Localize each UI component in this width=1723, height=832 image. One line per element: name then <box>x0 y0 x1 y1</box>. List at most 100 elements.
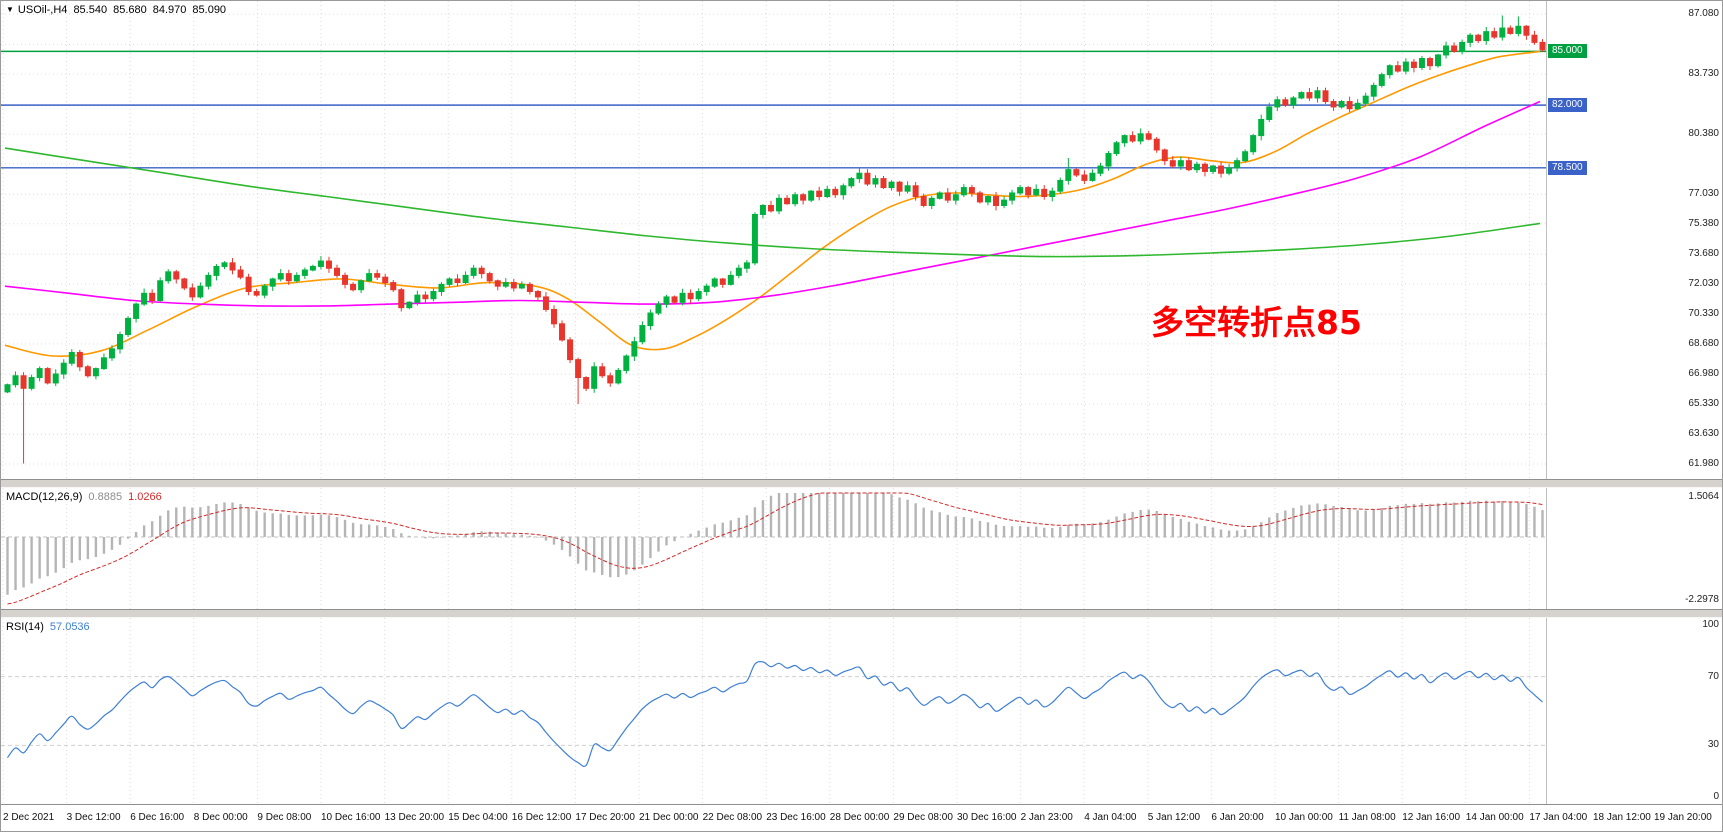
time-axis-label: 9 Dec 08:00 <box>257 812 312 823</box>
candle-body <box>968 187 975 194</box>
candle-body <box>671 296 678 303</box>
candle-body <box>12 375 19 386</box>
candle-body <box>575 359 582 379</box>
price-scale[interactable]: 87.080 83.730 80.380 77.030 75.380 73.680 72.0… <box>1546 1 1722 479</box>
rsi-value: 57.0536 <box>49 621 90 633</box>
candle-body <box>165 271 172 282</box>
candle-body <box>52 373 59 384</box>
candle-body <box>896 181 903 192</box>
candle-body <box>20 375 27 389</box>
candle-body <box>117 334 124 350</box>
candle-body <box>1459 41 1466 52</box>
candle-body <box>1314 90 1321 99</box>
candle-body <box>1226 167 1233 174</box>
candle-body <box>1426 58 1433 67</box>
candle-body <box>591 366 598 389</box>
candle-body <box>1081 174 1088 181</box>
ma-slow-green <box>4 147 1541 258</box>
candle-body <box>502 282 509 287</box>
time-scale[interactable]: 2 Dec 2021 3 Dec 12:00 6 Dec 16:00 8 Dec 00… <box>1 804 1722 831</box>
time-axis-label: 6 Jan 20:00 <box>1211 812 1264 823</box>
candle-body <box>976 192 983 203</box>
candle-body <box>880 178 887 189</box>
candle-body <box>245 276 252 293</box>
candle-body <box>1258 118 1265 137</box>
candle-body <box>1049 190 1056 198</box>
panel-divider[interactable] <box>1 609 1722 618</box>
candle-body <box>1531 34 1538 43</box>
candle-body <box>84 366 91 377</box>
candle-body <box>743 262 750 269</box>
price-tick-label: 70.330 <box>1688 308 1719 320</box>
candle-body <box>703 285 710 293</box>
candle-body <box>133 303 140 319</box>
candle-body <box>1491 31 1498 38</box>
candle-body <box>1057 179 1064 192</box>
time-axis-label: 4 Jan 04:00 <box>1084 812 1137 823</box>
candle-body <box>1097 165 1104 174</box>
price-chart-plot[interactable] <box>1 1 1546 479</box>
ma-mid-magenta <box>4 100 1541 307</box>
time-axis-label: 21 Dec 00:00 <box>639 812 699 823</box>
candle-body <box>478 267 485 275</box>
candle-body <box>1298 92 1305 99</box>
price-scale-border <box>1546 1 1547 479</box>
candle-body <box>293 274 300 282</box>
rsi-scale-label: 0 <box>1713 791 1719 802</box>
price-tick-label: 72.030 <box>1688 277 1719 289</box>
time-axis-label: 2 Jan 23:00 <box>1020 812 1073 823</box>
time-axis-label: 13 Dec 20:00 <box>384 812 445 823</box>
candle-body <box>1193 163 1200 171</box>
candle-body <box>639 325 646 343</box>
macd-plot[interactable] <box>1 488 1546 609</box>
time-axis-label: 8 Dec 00:00 <box>193 812 248 823</box>
price-tick-label: 63.630 <box>1688 428 1719 440</box>
candle-body <box>526 283 533 293</box>
candle-body <box>301 269 308 276</box>
candle-body <box>856 172 863 180</box>
ohlc-open-value: 85.540 <box>73 4 108 16</box>
candle-body <box>735 267 742 276</box>
candle-body <box>776 197 783 212</box>
candle-body <box>1025 187 1032 196</box>
candle-body <box>92 368 99 377</box>
candle-body <box>1073 169 1080 176</box>
candle-body <box>751 213 758 264</box>
candle-body <box>542 296 549 310</box>
candle-body <box>269 278 276 287</box>
candle-body <box>1234 160 1241 169</box>
rsi-panel: RSI(14) 57.0536 100 70 30 0 <box>1 618 1722 804</box>
candle-body <box>430 291 437 300</box>
candle-body <box>237 269 244 278</box>
candle-body <box>28 377 35 389</box>
candle-body <box>607 375 614 384</box>
candle-body <box>800 194 807 201</box>
candle-body <box>1435 54 1442 67</box>
candle-body <box>792 194 799 205</box>
candle-body <box>1386 65 1393 76</box>
candle-body <box>1346 101 1353 110</box>
macd-scale-min-label: -2.2978 <box>1685 594 1719 605</box>
rsi-plot[interactable] <box>1 618 1546 804</box>
candle-body <box>719 278 726 285</box>
chart-annotation-text[interactable]: 多空转折点85 <box>1151 303 1362 342</box>
candle-body <box>342 274 349 285</box>
candle-body <box>1089 172 1096 181</box>
time-axis-label: 5 Jan 12:00 <box>1147 812 1201 823</box>
time-axis-label: 6 Dec 16:00 <box>130 812 185 823</box>
candle-body <box>888 181 895 189</box>
candle-body <box>189 287 196 298</box>
rsi-scale-label: 70 <box>1707 670 1719 682</box>
macd-main-value: 0.8885 <box>88 491 123 503</box>
candle-body <box>1242 151 1249 162</box>
candle-body <box>4 384 11 393</box>
price-tick-label: 80.380 <box>1688 128 1719 140</box>
candle-body <box>1475 34 1482 42</box>
symbol-dropdown-icon[interactable]: ▼ <box>6 5 14 14</box>
price-tick-label: 75.380 <box>1688 217 1719 229</box>
candle-body <box>912 185 919 198</box>
candle-body <box>1539 41 1546 51</box>
panel-divider[interactable] <box>1 479 1722 488</box>
candle-body <box>904 185 911 192</box>
